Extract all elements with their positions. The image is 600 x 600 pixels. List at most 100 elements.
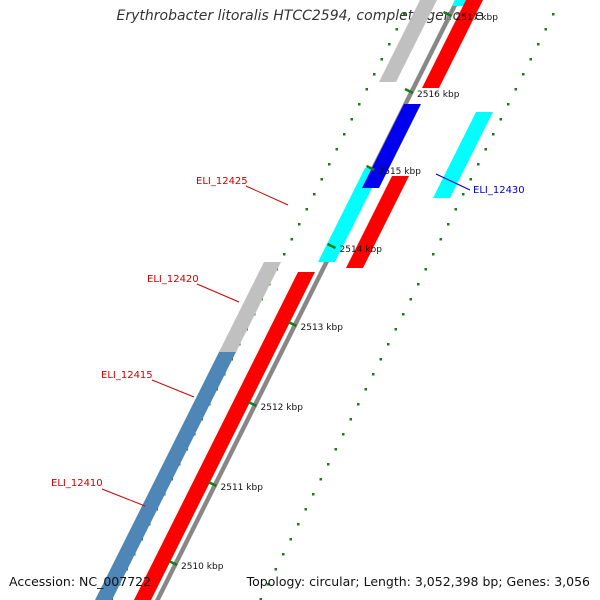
minor-dot-outer xyxy=(529,58,532,61)
feature-cyan-mid xyxy=(318,168,382,262)
gene-leader-line xyxy=(435,173,471,191)
major-ticks: 2510 kbp 2511 kbp 2512 kbp 2513 kbp 2514 kbp… xyxy=(168,10,499,572)
minor-dot-outer xyxy=(492,133,495,136)
gene-leader-line xyxy=(101,488,146,507)
minor-dot-inner xyxy=(358,103,361,106)
major-tick-mark xyxy=(168,559,178,567)
minor-dot-outer xyxy=(424,268,427,271)
major-tick-mark xyxy=(287,320,298,328)
minor-dot-outer xyxy=(454,208,457,211)
feature-grey-lower xyxy=(219,262,281,352)
minor-dot-outer xyxy=(319,478,322,481)
minor-dot-inner xyxy=(290,238,293,241)
tick-label: 2514 kbp xyxy=(340,245,383,255)
minor-dot-inner xyxy=(395,28,398,31)
minor-dot-outer xyxy=(394,328,397,331)
feature-cyan-right xyxy=(433,112,493,198)
minor-dot-outer xyxy=(469,178,472,181)
minor-dot-outer xyxy=(364,388,367,391)
minor-dot-outer xyxy=(312,493,315,496)
minor-dot-outer xyxy=(372,373,375,376)
minor-dot-inner xyxy=(298,223,301,226)
gene-label: ELI_12430 xyxy=(473,185,525,196)
minor-dot-outer xyxy=(357,403,360,406)
feature-steel xyxy=(95,350,237,600)
minor-dot-inner xyxy=(380,58,383,61)
minor-dot-outer xyxy=(439,238,442,241)
minor-dot-outer xyxy=(447,223,450,226)
feature-tracks xyxy=(95,0,493,600)
minor-dot-outer xyxy=(274,568,277,571)
tick-label: 2511 kbp xyxy=(221,483,264,493)
minor-dot-outer xyxy=(409,298,412,301)
tick-label: 2513 kbp xyxy=(301,323,344,333)
accession-text: Accession: NC_007722 xyxy=(9,574,152,589)
minor-dot-inner xyxy=(313,193,316,196)
major-tick-mark xyxy=(365,164,376,172)
gene-leader-line xyxy=(151,379,195,398)
cds-red-top xyxy=(422,0,483,88)
gene-label: ELI_12415 xyxy=(101,370,153,381)
minor-dot-outer xyxy=(387,343,390,346)
minor-dot-outer xyxy=(304,508,307,511)
minor-dot-inner xyxy=(283,253,286,256)
major-tick-mark xyxy=(247,400,258,408)
minor-dot-outer xyxy=(267,583,270,586)
minor-dot-outer xyxy=(507,103,510,106)
minor-dot-inner xyxy=(403,13,406,16)
major-tick-mark xyxy=(326,242,337,250)
minor-tick-dots xyxy=(110,13,555,600)
minor-dot-outer xyxy=(432,253,435,256)
cds-red-lower xyxy=(134,272,315,600)
minor-dot-outer xyxy=(402,313,405,316)
gene-label: ELI_12420 xyxy=(147,274,199,285)
major-tick-mark xyxy=(207,480,218,488)
minor-dot-outer xyxy=(289,538,292,541)
major-tick-mark xyxy=(442,10,453,18)
major-tick-mark xyxy=(404,87,414,95)
feature-grey-top xyxy=(379,0,437,82)
minor-dot-inner xyxy=(365,88,368,91)
gene-label: ELI_12425 xyxy=(196,176,248,187)
minor-dot-outer xyxy=(484,148,487,151)
genome-summary-text: Topology: circular; Length: 3,052,398 bp… xyxy=(246,574,590,589)
minor-dot-outer xyxy=(327,463,330,466)
tick-label: 2516 kbp xyxy=(417,90,460,100)
minor-dot-inner xyxy=(335,148,338,151)
minor-dot-outer xyxy=(522,73,525,76)
minor-dot-outer xyxy=(537,43,540,46)
minor-dot-outer xyxy=(282,553,285,556)
cds-forward-blue xyxy=(362,104,421,188)
minor-dot-outer xyxy=(417,283,420,286)
minor-dot-inner xyxy=(343,133,346,136)
minor-dot-inner xyxy=(305,208,308,211)
minor-dot-outer xyxy=(514,88,517,91)
minor-dot-inner xyxy=(388,43,391,46)
minor-dot-inner xyxy=(373,73,376,76)
tick-label: 2515 kbp xyxy=(379,167,422,177)
gene-label: ELI_12410 xyxy=(51,478,103,489)
minor-dot-inner xyxy=(350,118,353,121)
tick-label: 2512 kbp xyxy=(261,403,304,413)
minor-dot-outer xyxy=(544,28,547,31)
tick-label: 2517 kbp xyxy=(456,13,499,23)
gene-labels: ELI_12410 ELI_12415 ELI_12420 ELI_12425 ELI_… xyxy=(51,173,525,507)
minor-dot-outer xyxy=(259,598,262,600)
tick-label: 2510 kbp xyxy=(181,562,224,572)
minor-dot-outer xyxy=(552,13,555,16)
minor-dot-outer xyxy=(462,193,465,196)
minor-dot-inner xyxy=(320,178,323,181)
minor-dot-outer xyxy=(499,118,502,121)
gene-leader-line xyxy=(245,185,289,206)
map-title: Erythrobacter litoralis HTCC2594, comple… xyxy=(116,8,484,24)
minor-dot-outer xyxy=(349,418,352,421)
minor-dot-outer xyxy=(477,163,480,166)
cds-red-mid xyxy=(346,176,409,268)
minor-dot-outer xyxy=(342,433,345,436)
minor-dot-outer xyxy=(334,448,337,451)
minor-dot-outer xyxy=(297,523,300,526)
minor-dot-outer xyxy=(379,358,382,361)
gene-leader-line xyxy=(196,283,240,303)
minor-dot-inner xyxy=(328,163,331,166)
